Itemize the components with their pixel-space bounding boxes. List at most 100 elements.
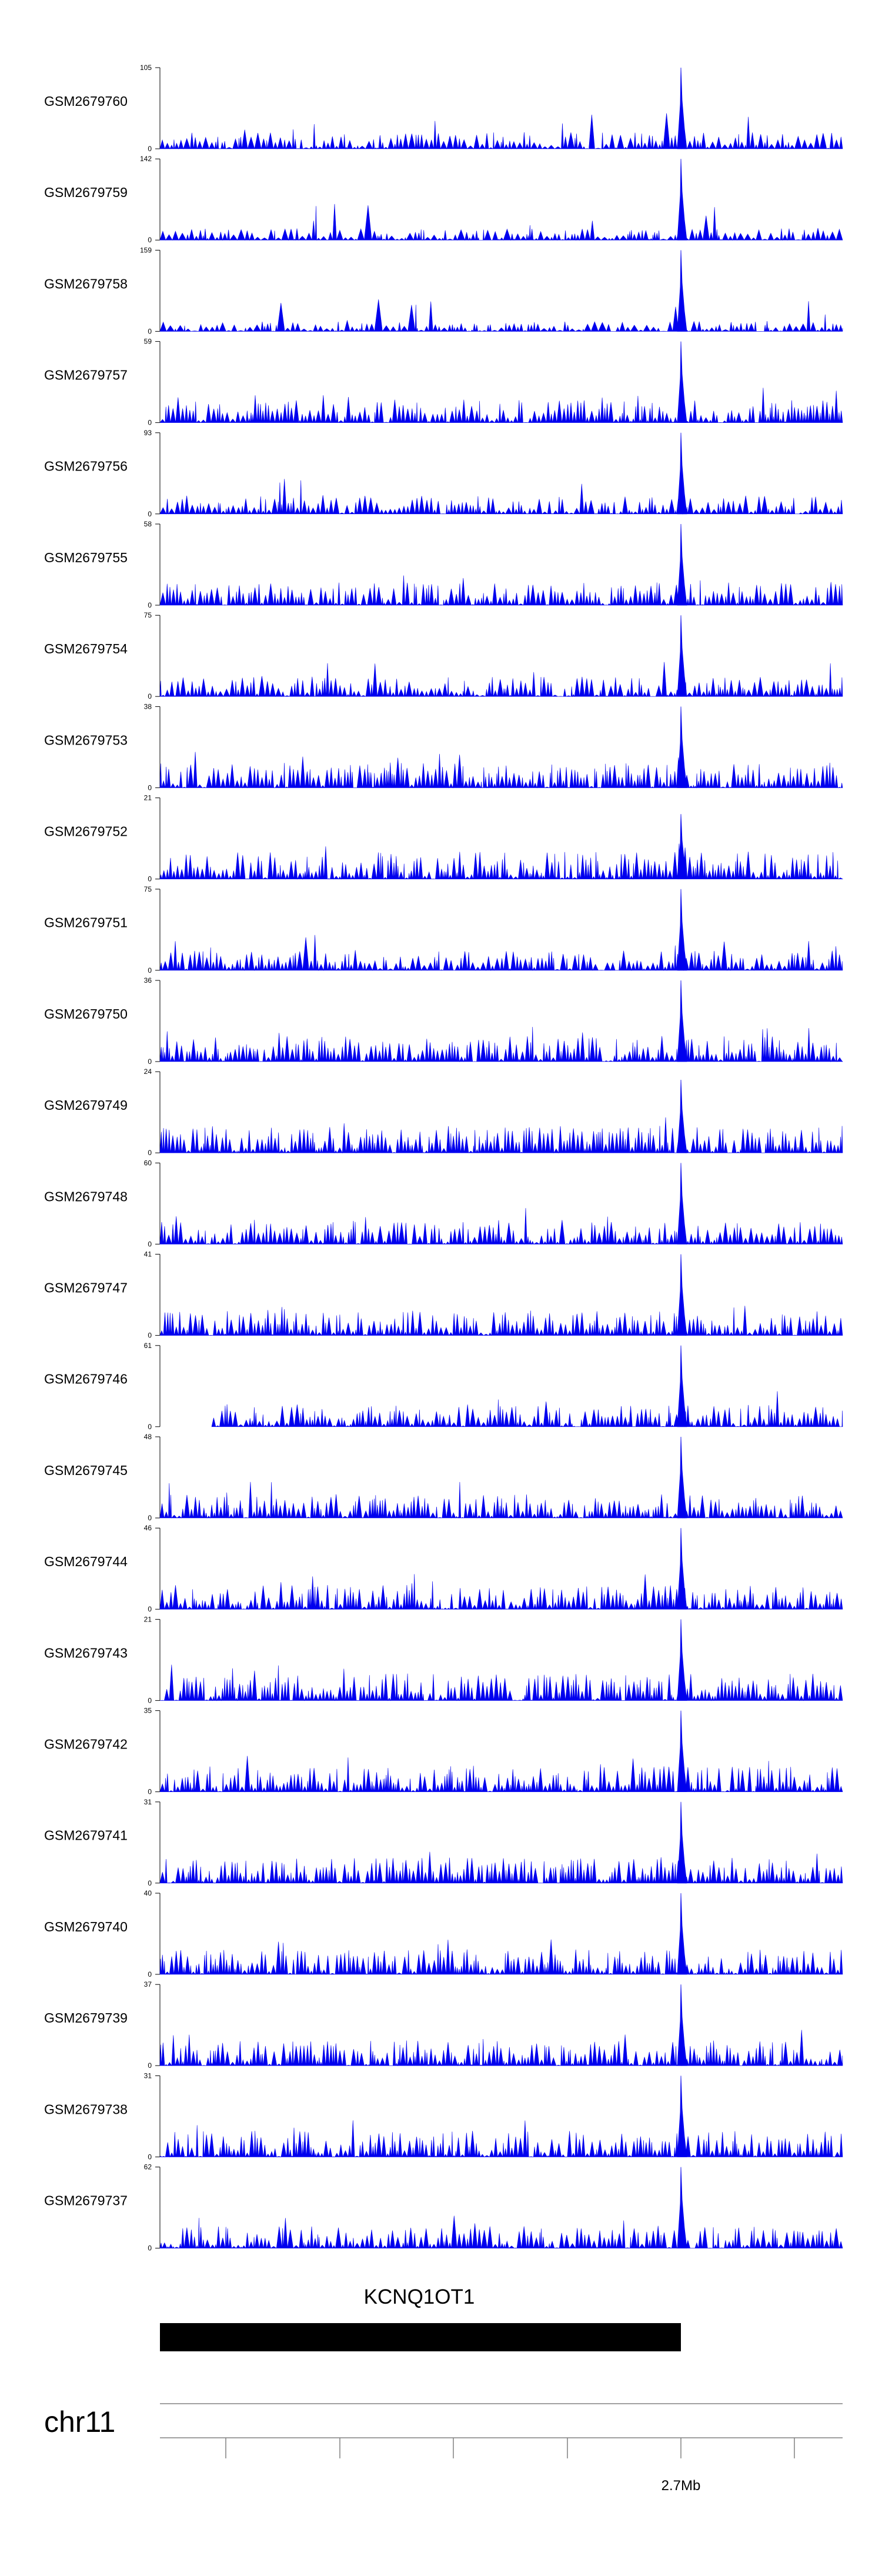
y-max-label: 41 (144, 1250, 152, 1259)
y-max-label: 31 (144, 2071, 152, 2080)
signal-peak (677, 1163, 687, 1244)
track-label: GSM2679739 (44, 2010, 128, 2026)
y-max-label: 105 (140, 64, 152, 72)
track: GSM2679759 142 0 (44, 155, 843, 244)
signal-peak (677, 523, 687, 606)
track: GSM2679753 38 0 (44, 702, 843, 792)
y-max-label: 46 (144, 1524, 152, 1532)
chromosome-label: chr11 (44, 2405, 115, 2438)
y-max-label: 35 (144, 1707, 152, 1715)
y-min-label: 0 (148, 1788, 152, 1796)
track-label: GSM2679743 (44, 1645, 128, 1660)
track: GSM2679757 59 0 (44, 338, 843, 427)
track: GSM2679750 36 0 (44, 976, 843, 1066)
coverage-area (159, 575, 843, 606)
track-label: GSM2679751 (44, 915, 128, 930)
coverage-area (159, 203, 843, 241)
y-max-label: 62 (144, 2163, 152, 2171)
signal-peak (677, 1801, 687, 1884)
coverage-area (159, 1117, 843, 1154)
gene-label: KCNQ1OT1 (364, 2285, 475, 2308)
y-max-label: 31 (144, 1798, 152, 1806)
y-min-label: 0 (148, 327, 152, 335)
track-label: GSM2679738 (44, 2101, 128, 2117)
track: GSM2679752 21 0 (44, 794, 844, 883)
track-label: GSM2679757 (44, 367, 128, 382)
y-min-label: 0 (148, 236, 152, 244)
signal-peak (677, 889, 687, 971)
y-min-label: 0 (148, 875, 152, 883)
y-min-label: 0 (148, 783, 152, 792)
y-max-label: 75 (144, 611, 152, 619)
track-label: GSM2679755 (44, 550, 128, 565)
signal-tracks: GSM2679760 105 0 GSM2679759 142 0 GSM2679758 15… (44, 64, 844, 2253)
signal-peak (677, 341, 687, 423)
coverage-area (159, 935, 843, 971)
y-min-label: 0 (148, 1423, 152, 1431)
y-max-label: 75 (144, 885, 152, 893)
track-label: GSM2679737 (44, 2193, 128, 2208)
track: GSM2679751 75 0 (44, 885, 843, 975)
track-label: GSM2679750 (44, 1006, 128, 1022)
y-min-label: 0 (148, 419, 152, 427)
track-label: GSM2679741 (44, 1828, 128, 1843)
y-min-label: 0 (148, 1240, 152, 1248)
track: GSM2679741 31 0 (44, 1798, 843, 1887)
track: GSM2679758 159 0 (44, 246, 843, 335)
coverage-area (159, 1756, 843, 1793)
y-max-label: 38 (144, 702, 152, 710)
y-min-label: 0 (148, 1970, 152, 1978)
signal-peak (677, 2076, 687, 2157)
y-min-label: 0 (148, 692, 152, 700)
gene-bar (160, 2323, 681, 2351)
track-label: GSM2679760 (44, 94, 128, 109)
track: GSM2679739 37 0 (44, 1980, 843, 2070)
axis-tick-label: 2.7Mb (662, 2478, 701, 2494)
y-max-label: 60 (144, 1159, 152, 1167)
track-label: GSM2679747 (44, 1280, 128, 1295)
y-min-label: 0 (148, 1879, 152, 1887)
signal-peak (677, 2167, 687, 2248)
track: GSM2679748 60 0 (44, 1159, 843, 1248)
track-label: GSM2679758 (44, 276, 128, 291)
track: GSM2679754 75 0 (44, 611, 843, 700)
y-min-label: 0 (148, 1696, 152, 1704)
track-label: GSM2679742 (44, 1736, 128, 1751)
chromosome-axis: chr11 2.7Mb (44, 2403, 843, 2494)
signal-peak (677, 159, 687, 241)
track-label: GSM2679753 (44, 732, 128, 748)
y-min-label: 0 (148, 2061, 152, 2070)
coverage-area (159, 1481, 843, 1519)
coverage-area (159, 1574, 843, 1610)
track-label: GSM2679756 (44, 459, 128, 474)
y-min-label: 0 (148, 145, 152, 153)
track-label: GSM2679745 (44, 1463, 128, 1478)
track-label: GSM2679754 (44, 641, 128, 656)
signal-peak (677, 1619, 687, 1701)
y-min-label: 0 (148, 1605, 152, 1613)
y-max-label: 21 (144, 794, 152, 802)
coverage-area (159, 1664, 843, 1701)
y-min-label: 0 (148, 1332, 152, 1340)
coverage-area (159, 2215, 843, 2249)
coverage-area (159, 2120, 843, 2158)
coverage-area (159, 1208, 843, 1245)
track-label: GSM2679744 (44, 1554, 128, 1569)
signal-peak (677, 706, 687, 788)
coverage-area (159, 1027, 843, 1063)
coverage-area (159, 2030, 843, 2067)
axis-ticks: 2.7Mb (225, 2438, 795, 2494)
track: GSM2679744 46 0 (44, 1524, 843, 1613)
y-min-label: 0 (148, 1514, 152, 1522)
y-max-label: 58 (144, 520, 152, 528)
signal-peak (677, 1710, 687, 1792)
y-max-label: 159 (140, 246, 152, 254)
coverage-area (159, 1306, 843, 1336)
track: GSM2679740 40 0 (44, 1889, 843, 1978)
coverage-area (159, 843, 844, 880)
track-label: GSM2679740 (44, 1919, 128, 1934)
coverage-area (159, 299, 843, 332)
signal-peak (677, 67, 687, 149)
track: GSM2679755 58 0 (44, 520, 843, 609)
y-max-label: 37 (144, 1980, 152, 1988)
